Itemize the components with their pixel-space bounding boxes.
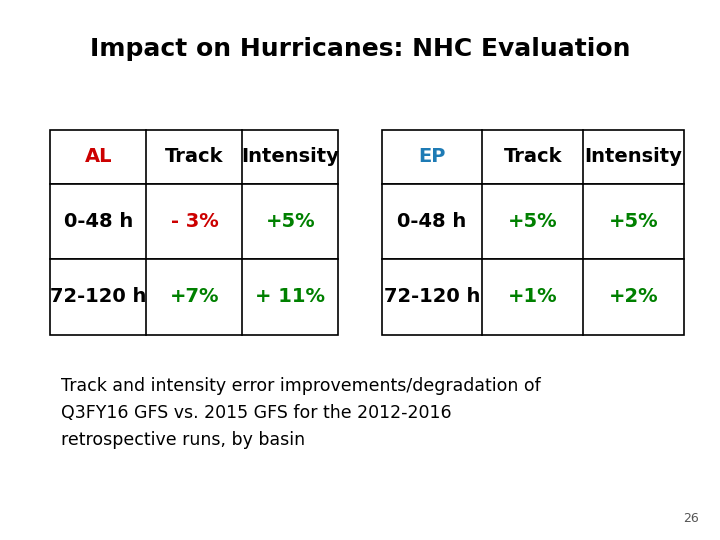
Text: 0-48 h: 0-48 h: [397, 212, 467, 231]
Text: 72-120 h: 72-120 h: [50, 287, 147, 307]
Text: retrospective runs, by basin: retrospective runs, by basin: [61, 431, 305, 449]
Text: Intensity: Intensity: [241, 147, 339, 166]
Bar: [382, 184, 684, 259]
Text: +1%: +1%: [508, 287, 557, 307]
Text: 0-48 h: 0-48 h: [64, 212, 133, 231]
Text: +5%: +5%: [266, 212, 315, 231]
Bar: [382, 130, 684, 184]
Text: + 11%: + 11%: [256, 287, 325, 307]
Text: Track and intensity error improvements/degradation of: Track and intensity error improvements/d…: [61, 377, 541, 395]
Bar: [50, 184, 338, 259]
Text: AL: AL: [85, 147, 112, 166]
Text: - 3%: - 3%: [171, 212, 218, 231]
Text: Track: Track: [503, 147, 562, 166]
Text: 26: 26: [683, 512, 698, 525]
Bar: [382, 259, 684, 335]
Bar: [50, 130, 338, 184]
Text: 72-120 h: 72-120 h: [384, 287, 480, 307]
Text: Impact on Hurricanes: NHC Evaluation: Impact on Hurricanes: NHC Evaluation: [90, 37, 630, 60]
Text: +5%: +5%: [609, 212, 658, 231]
Text: Q3FY16 GFS vs. 2015 GFS for the 2012-2016: Q3FY16 GFS vs. 2015 GFS for the 2012-201…: [61, 404, 452, 422]
Text: Track: Track: [165, 147, 224, 166]
Text: +5%: +5%: [508, 212, 557, 231]
Text: +2%: +2%: [609, 287, 658, 307]
Text: Intensity: Intensity: [585, 147, 683, 166]
Bar: [50, 259, 338, 335]
Text: EP: EP: [418, 147, 446, 166]
Text: +7%: +7%: [170, 287, 219, 307]
